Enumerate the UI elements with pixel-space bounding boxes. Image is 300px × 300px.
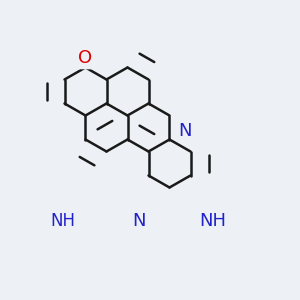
Text: N: N (133, 212, 146, 230)
Text: O: O (78, 50, 93, 68)
Text: NH: NH (200, 212, 226, 230)
Text: NH: NH (50, 212, 76, 230)
Text: N: N (178, 122, 191, 140)
